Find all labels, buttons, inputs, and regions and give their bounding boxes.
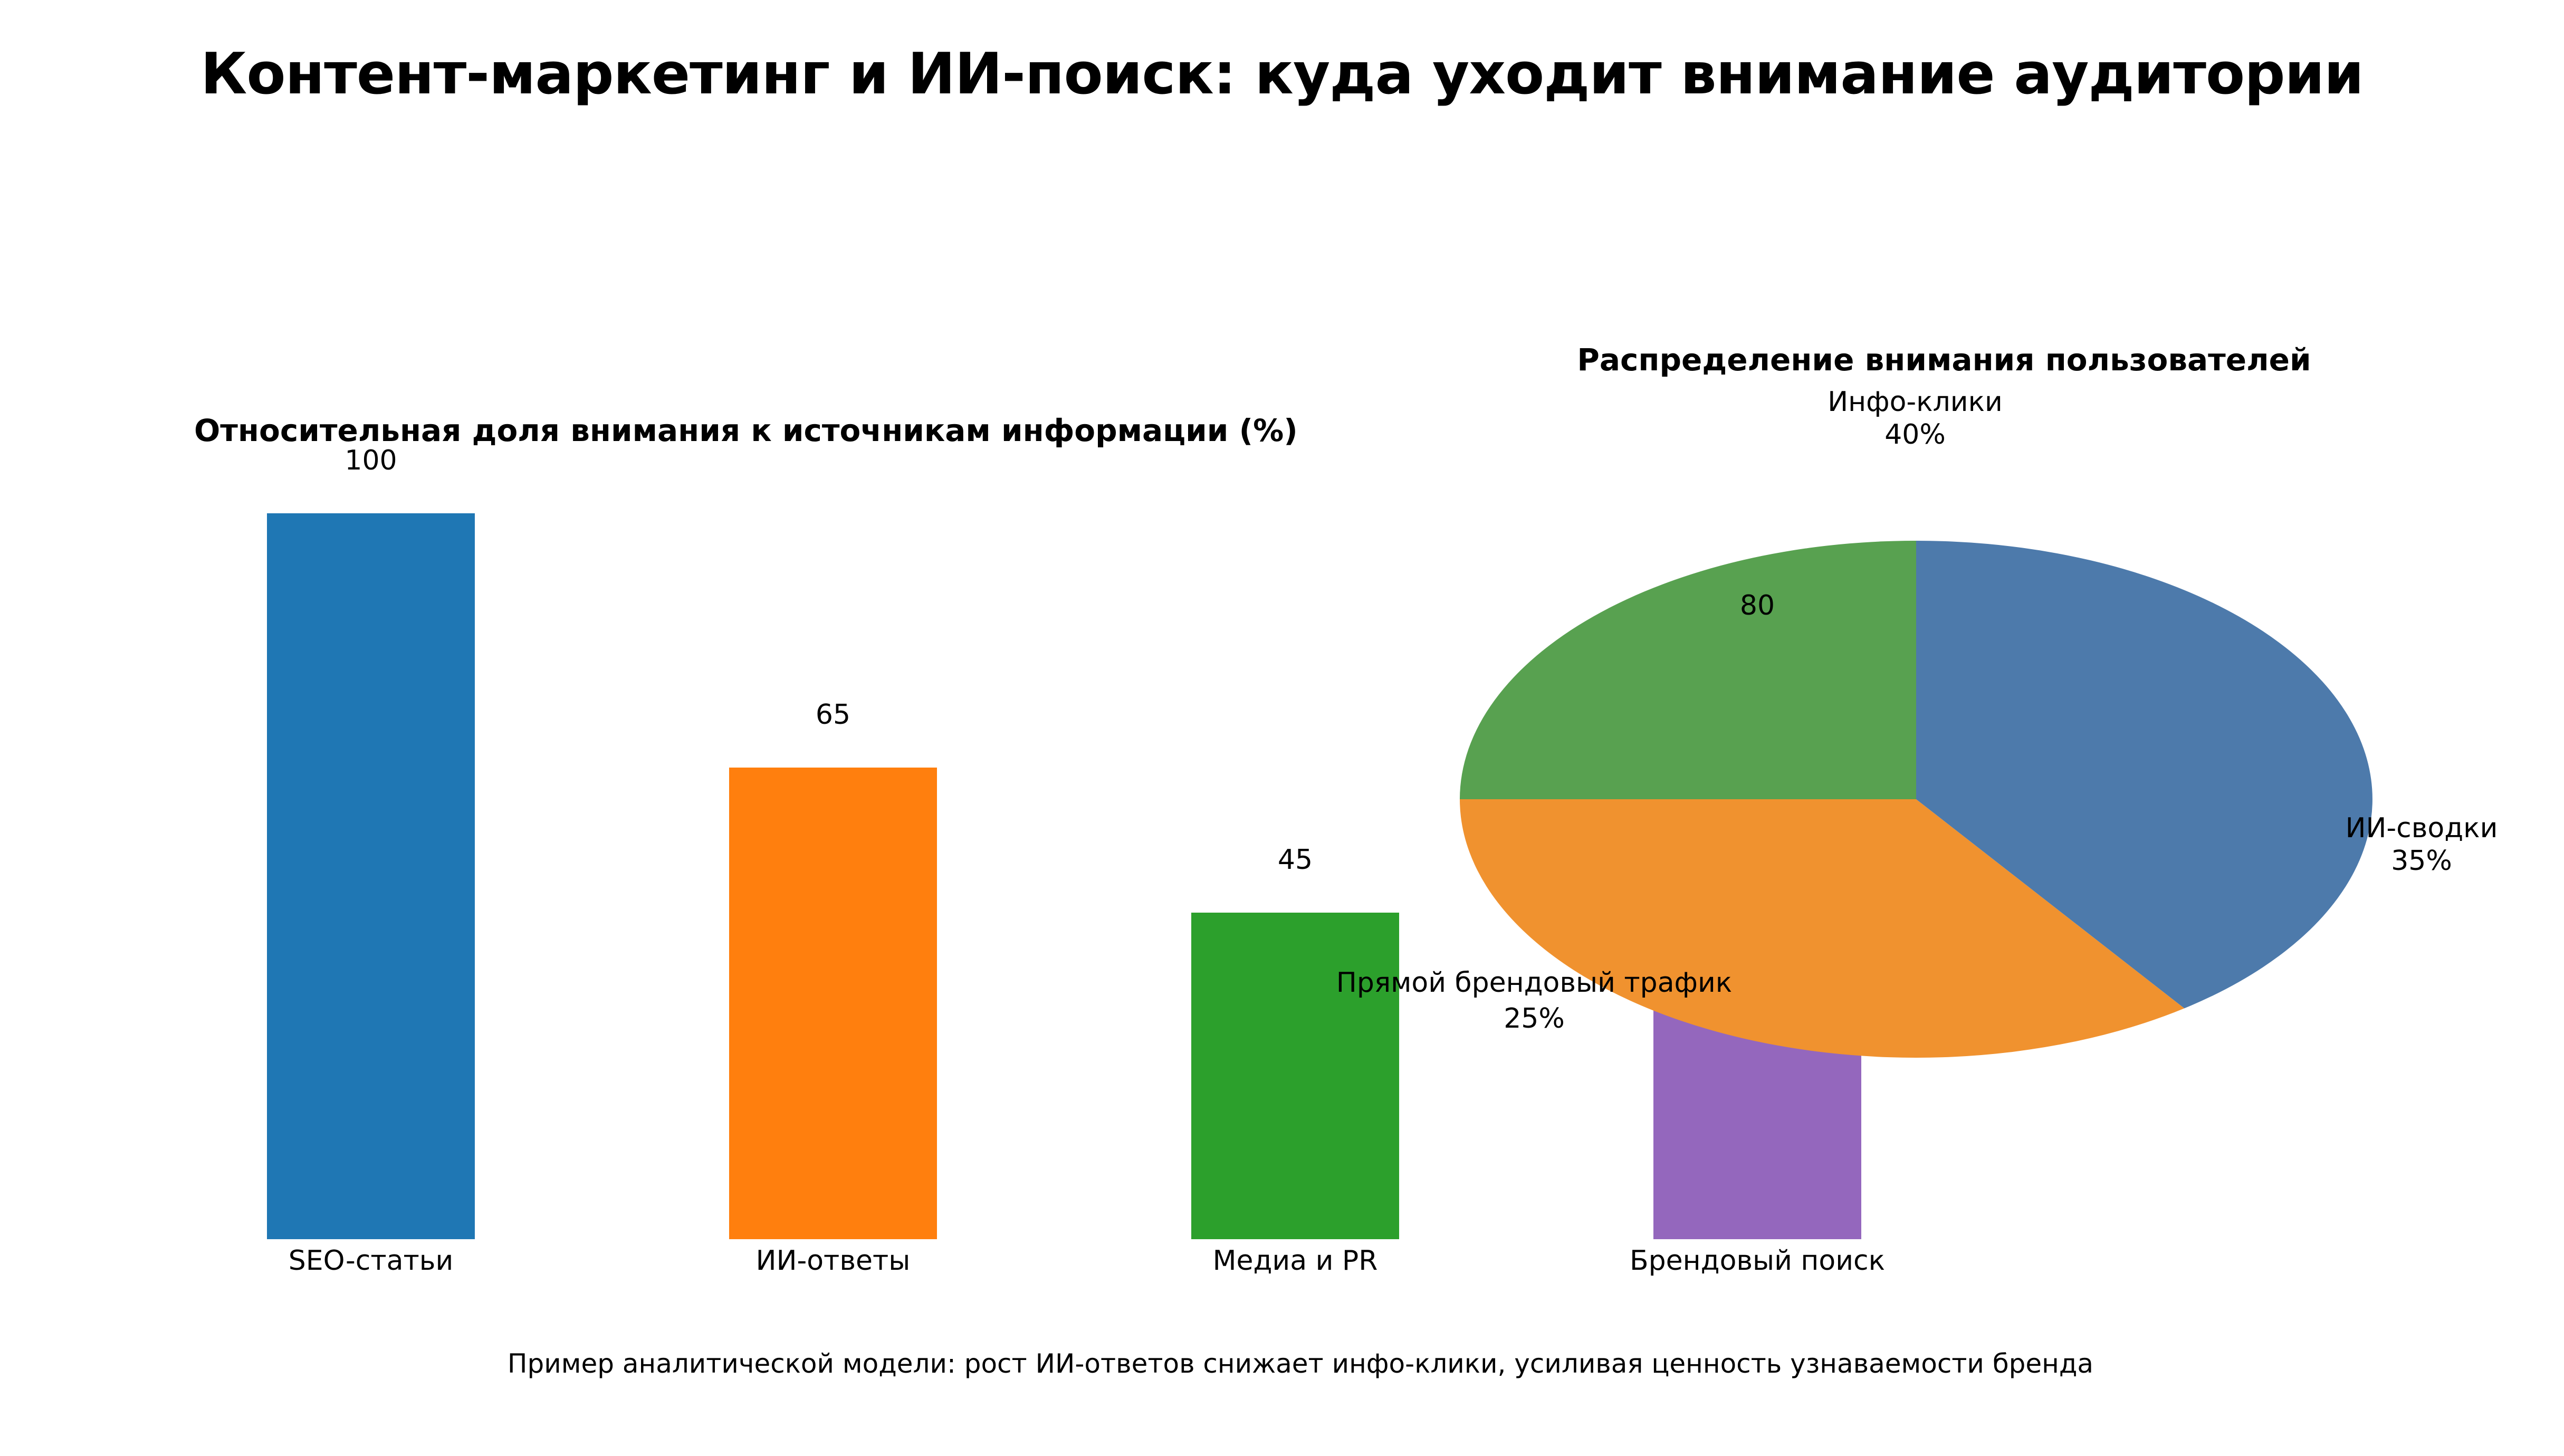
pie-slice bbox=[1916, 541, 2372, 1009]
bar-value-label: 65 bbox=[815, 699, 851, 731]
bar-category-label: ИИ-ответы bbox=[755, 1245, 911, 1277]
bar bbox=[267, 513, 475, 1239]
pie-slice-label: Прямой брендовый трафик 25% bbox=[1336, 967, 1733, 1034]
bar-category-label: SEO-статьи bbox=[288, 1245, 454, 1277]
bar bbox=[1191, 913, 1399, 1239]
page-title: Контент-маркетинг и ИИ-поиск: куда уходи… bbox=[200, 41, 2364, 107]
pie-slice bbox=[1460, 541, 1916, 799]
pie-slice-label: Инфо-клики 40% bbox=[1828, 386, 2003, 451]
bar-value-label: 100 bbox=[345, 445, 397, 476]
pie-slice-label: ИИ-сводки 35% bbox=[2345, 812, 2498, 877]
bar-value-label: 45 bbox=[1277, 844, 1313, 876]
footnote: Пример аналитической модели: рост ИИ-отв… bbox=[507, 1348, 2094, 1379]
bar-category-label: Брендовый поиск bbox=[1629, 1245, 1886, 1277]
bar bbox=[729, 768, 937, 1239]
bar-value-label: 80 bbox=[1739, 590, 1775, 621]
pie-chart-title: Распределение внимания пользователей bbox=[1577, 342, 2311, 378]
bar-chart-title: Относительная доля внимания к источникам… bbox=[194, 413, 1298, 448]
bar-category-label: Медиа и PR bbox=[1212, 1245, 1378, 1277]
pie-slice bbox=[1460, 799, 2185, 1058]
